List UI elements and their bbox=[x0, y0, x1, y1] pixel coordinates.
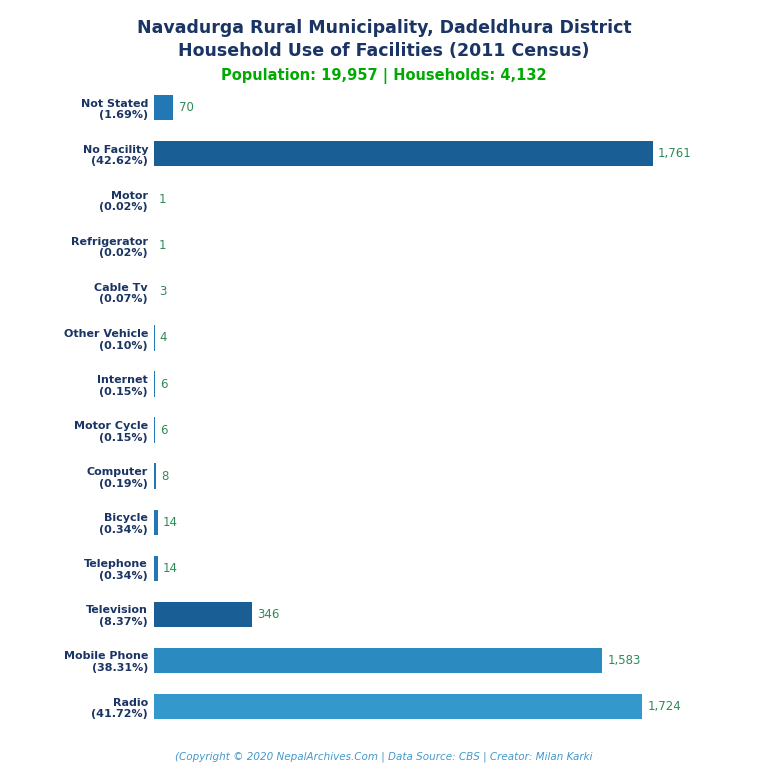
Text: 1,583: 1,583 bbox=[607, 654, 641, 667]
Bar bbox=[154, 694, 643, 719]
Text: 1: 1 bbox=[159, 194, 167, 206]
Text: 1,724: 1,724 bbox=[647, 700, 681, 713]
Text: 346: 346 bbox=[257, 608, 280, 621]
Bar bbox=[154, 141, 653, 167]
Bar bbox=[154, 95, 174, 121]
Text: 8: 8 bbox=[161, 470, 168, 482]
Text: Household Use of Facilities (2011 Census): Household Use of Facilities (2011 Census… bbox=[178, 42, 590, 60]
Bar bbox=[154, 464, 156, 489]
Text: Population: 19,957 | Households: 4,132: Population: 19,957 | Households: 4,132 bbox=[221, 68, 547, 84]
Bar bbox=[154, 602, 252, 627]
Bar bbox=[154, 556, 157, 581]
Text: 70: 70 bbox=[178, 101, 194, 114]
Text: 3: 3 bbox=[160, 286, 167, 298]
Text: Navadurga Rural Municipality, Dadeldhura District: Navadurga Rural Municipality, Dadeldhura… bbox=[137, 19, 631, 37]
Text: 14: 14 bbox=[163, 516, 177, 528]
Text: 4: 4 bbox=[160, 332, 167, 344]
Text: 6: 6 bbox=[161, 424, 168, 436]
Text: (Copyright © 2020 NepalArchives.Com | Data Source: CBS | Creator: Milan Karki: (Copyright © 2020 NepalArchives.Com | Da… bbox=[175, 751, 593, 762]
Bar bbox=[154, 418, 155, 443]
Text: 1: 1 bbox=[159, 240, 167, 252]
Text: 6: 6 bbox=[161, 378, 168, 390]
Bar bbox=[154, 510, 157, 535]
Bar bbox=[154, 648, 602, 673]
Text: 1,761: 1,761 bbox=[658, 147, 692, 160]
Text: 14: 14 bbox=[163, 562, 177, 574]
Bar bbox=[154, 372, 155, 397]
